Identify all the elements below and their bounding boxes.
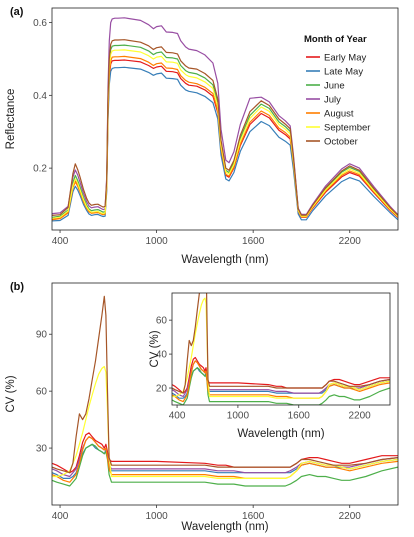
legend-label-september: September <box>324 123 370 134</box>
legend-title: Month of Year <box>304 34 367 45</box>
legend-label-october: October <box>324 137 358 148</box>
y-tick-label: 40 <box>156 349 168 360</box>
panel-a-plot-frame <box>51 7 399 231</box>
x-tick-label: 1600 <box>288 411 311 422</box>
panel-b-ticks: 400 1000 1600 2200 30 60 90 <box>36 330 361 522</box>
panel-a-legend: Month of Year Early May Late May June July A… <box>304 34 370 148</box>
panel-b-label: (b) <box>10 281 24 293</box>
series-line-early-may <box>52 432 398 474</box>
y-tick-label: 30 <box>36 444 48 455</box>
x-tick-label: 1000 <box>145 236 168 247</box>
series-line-october <box>172 293 390 394</box>
y-tick-label: 0.6 <box>33 18 47 29</box>
panel-b-x-axis-title: Wavelength (nm) <box>181 521 268 533</box>
x-tick-label: 2200 <box>348 411 371 422</box>
panel-a-series-group <box>52 17 398 222</box>
series-line-june <box>52 443 398 487</box>
panel-b-cv-chart: (b) 400 1000 1600 2200 30 60 90 Wavelength (nm… <box>5 281 399 533</box>
x-tick-label: 400 <box>169 411 186 422</box>
legend-label-june: June <box>324 81 345 92</box>
panel-b-y-axis-title: CV (%) <box>5 375 17 412</box>
y-tick-label: 60 <box>36 387 48 398</box>
series-line-june <box>172 367 390 405</box>
inset-ticks: 400 1000 1600 2200 20 40 60 <box>156 315 371 421</box>
inset-x-axis-title: Wavelength (nm) <box>237 428 324 440</box>
y-tick-label: 60 <box>156 315 168 326</box>
series-line-september <box>172 297 390 399</box>
legend-label-august: August <box>324 109 354 120</box>
panel-b-inset-chart: 400 1000 1600 2200 20 40 60 Wavelength (nm) CV… <box>149 292 391 440</box>
inset-series-group <box>172 293 390 405</box>
inset-plot-frame <box>171 292 391 406</box>
series-line-august <box>52 436 398 483</box>
y-tick-label: 20 <box>156 383 168 394</box>
x-tick-label: 2200 <box>339 511 362 522</box>
series-line-september <box>52 365 398 479</box>
legend-label-late-may: Late May <box>324 67 363 78</box>
panel-a-x-axis-title: Wavelength (nm) <box>181 254 268 266</box>
x-tick-label: 1600 <box>242 236 265 247</box>
series-line-october <box>52 295 398 474</box>
panel-a-y-axis-title: Reflectance <box>5 89 17 150</box>
x-tick-label: 1000 <box>145 511 168 522</box>
panel-b-plot-frame <box>51 282 399 506</box>
legend-label-july: July <box>324 95 341 106</box>
legend-label-early-may: Early May <box>324 53 366 64</box>
x-tick-label: 400 <box>52 511 69 522</box>
x-tick-label: 400 <box>52 236 69 247</box>
x-tick-label: 1600 <box>242 511 265 522</box>
y-tick-label: 0.4 <box>33 91 47 102</box>
x-tick-label: 1000 <box>227 411 250 422</box>
panel-a-ticks: 400 1000 1600 2200 0.2 0.4 0.6 <box>33 18 361 247</box>
panel-a-label: (a) <box>10 6 24 18</box>
series-line-early-may <box>172 356 390 394</box>
inset-y-axis-title: CV (%) <box>149 330 161 367</box>
y-tick-label: 90 <box>36 330 48 341</box>
y-tick-label: 0.2 <box>33 164 47 175</box>
panel-b-series-group <box>52 295 398 487</box>
panel-a-reflectance-chart: (a) 400 1000 1600 2200 0.2 0.4 0.6 Wavelength … <box>5 6 399 266</box>
x-tick-label: 2200 <box>339 236 362 247</box>
series-line-october <box>52 39 398 216</box>
series-line-august <box>172 360 390 403</box>
